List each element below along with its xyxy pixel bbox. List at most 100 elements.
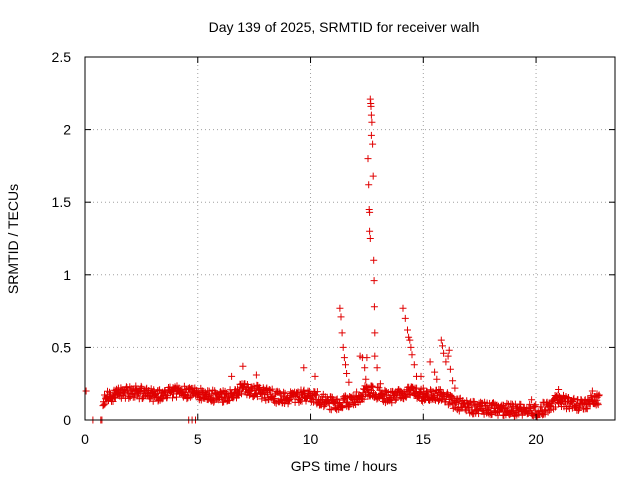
data-point bbox=[345, 378, 353, 386]
data-point bbox=[364, 155, 372, 163]
x-tick-label: 10 bbox=[303, 431, 319, 447]
data-point bbox=[442, 358, 450, 366]
x-axis-label: GPS time / hours bbox=[291, 458, 398, 474]
data-point bbox=[368, 382, 376, 390]
data-point bbox=[339, 343, 347, 351]
data-point bbox=[373, 364, 381, 372]
x-tick-label: 0 bbox=[81, 431, 89, 447]
data-point bbox=[406, 336, 414, 344]
data-point bbox=[401, 314, 409, 322]
data-point bbox=[435, 397, 442, 405]
data-point bbox=[448, 393, 456, 401]
data-point bbox=[342, 361, 349, 369]
data-point bbox=[147, 394, 155, 402]
data-point bbox=[399, 304, 407, 312]
data-point bbox=[220, 398, 228, 406]
data-point bbox=[158, 395, 166, 403]
data-point bbox=[365, 181, 373, 189]
chart-title: Day 139 of 2025, SRMTID for receiver wal… bbox=[209, 19, 480, 35]
grid bbox=[85, 57, 615, 420]
x-tick-label: 20 bbox=[528, 431, 544, 447]
data-point bbox=[413, 384, 421, 392]
data-point bbox=[367, 102, 375, 110]
data-point bbox=[408, 351, 416, 359]
data-point bbox=[583, 405, 591, 413]
data-point bbox=[337, 313, 345, 321]
data-point bbox=[362, 375, 370, 383]
data-point bbox=[313, 388, 321, 396]
data-point bbox=[369, 140, 377, 148]
y-tick-label: 2 bbox=[63, 122, 71, 138]
data-point bbox=[402, 393, 410, 401]
data-point bbox=[300, 364, 308, 372]
data-point bbox=[366, 227, 374, 235]
data-point bbox=[528, 396, 536, 404]
data-point bbox=[253, 393, 261, 401]
data-point bbox=[268, 385, 276, 393]
data-point bbox=[555, 386, 563, 393]
data-series-srmtid bbox=[82, 95, 603, 424]
data-point bbox=[252, 371, 260, 379]
axis-ticks bbox=[84, 56, 615, 421]
data-point bbox=[250, 382, 258, 390]
data-point bbox=[444, 352, 452, 360]
data-point bbox=[281, 389, 289, 397]
data-point bbox=[440, 349, 448, 357]
data-point bbox=[360, 395, 368, 403]
data-point bbox=[366, 235, 374, 242]
data-point bbox=[532, 401, 540, 409]
data-point bbox=[238, 390, 245, 398]
tick-labels: 0 5 10 15 20 0 0.5 1 1.5 2 2.5 bbox=[52, 49, 545, 447]
y-tick-label: 0 bbox=[63, 412, 71, 428]
data-point bbox=[455, 398, 463, 406]
data-point bbox=[370, 303, 378, 311]
data-point bbox=[300, 386, 308, 394]
data-point bbox=[370, 277, 378, 285]
data-point bbox=[455, 407, 463, 415]
data-point bbox=[100, 401, 108, 409]
data-point bbox=[537, 403, 545, 411]
data-point bbox=[339, 403, 347, 411]
data-point bbox=[367, 111, 375, 119]
data-point bbox=[446, 365, 454, 373]
data-point bbox=[475, 410, 483, 418]
data-point bbox=[570, 394, 578, 402]
data-point bbox=[338, 329, 346, 337]
data-point bbox=[369, 172, 377, 180]
data-point bbox=[82, 387, 90, 395]
data-point bbox=[311, 372, 319, 380]
data-point bbox=[433, 375, 441, 383]
y-axis-label: SRMTID / TECUs bbox=[5, 184, 21, 294]
y-tick-label: 0.5 bbox=[52, 339, 72, 355]
data-point bbox=[445, 346, 453, 354]
data-point bbox=[371, 329, 379, 337]
data-point bbox=[312, 391, 320, 399]
data-point bbox=[552, 403, 559, 411]
data-point bbox=[367, 131, 375, 139]
data-point bbox=[588, 387, 596, 395]
y-tick-label: 1 bbox=[63, 267, 71, 283]
data-point bbox=[431, 368, 439, 376]
data-point bbox=[186, 393, 194, 401]
data-point bbox=[361, 364, 369, 372]
data-point bbox=[340, 354, 348, 362]
data-point bbox=[426, 358, 434, 366]
data-point bbox=[376, 380, 384, 388]
data-point bbox=[451, 384, 459, 392]
data-point bbox=[366, 208, 374, 216]
data-point bbox=[239, 362, 247, 370]
data-point bbox=[336, 304, 344, 312]
data-point bbox=[368, 118, 376, 126]
data-point bbox=[594, 401, 602, 409]
data-point bbox=[228, 372, 236, 380]
data-point bbox=[407, 343, 415, 351]
data-point bbox=[417, 372, 425, 380]
data-point bbox=[169, 394, 176, 402]
data-point bbox=[370, 256, 378, 264]
data-point bbox=[593, 390, 601, 398]
data-point bbox=[437, 396, 445, 404]
x-tick-label: 15 bbox=[416, 431, 432, 447]
data-point bbox=[391, 396, 399, 404]
